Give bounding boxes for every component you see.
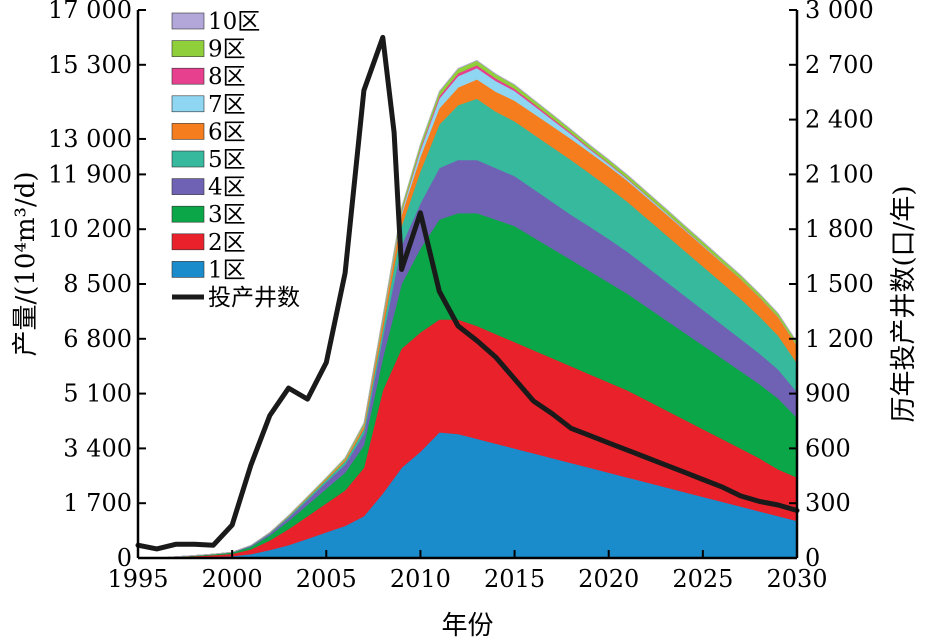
legend-label: 5区 — [208, 147, 246, 173]
legend-label: 4区 — [208, 175, 246, 201]
x-tick-label: 2025 — [672, 565, 733, 593]
y-tick-label-left: 3 400 — [63, 434, 132, 462]
legend-swatch — [171, 40, 205, 57]
y-tick-label-left: 15 300 — [48, 51, 132, 79]
y-tick-label-right: 1 800 — [805, 215, 874, 243]
legend-label: 7区 — [208, 92, 246, 118]
legend-label: 1区 — [208, 257, 246, 283]
legend-swatch — [171, 67, 205, 85]
y-tick-label-left: 17 000 — [48, 0, 132, 24]
legend-label: 9区 — [208, 37, 246, 63]
y-tick-label-right: 900 — [805, 380, 851, 408]
y-tick-label-left: 11 900 — [48, 160, 132, 188]
legend-label-line: 投产井数 — [208, 285, 300, 311]
x-tick-label: 2010 — [390, 565, 451, 593]
y-tick-label-right: 1 200 — [805, 325, 874, 353]
legend-swatch — [171, 205, 205, 223]
legend-swatch — [171, 261, 205, 278]
legend-label: 10区 — [208, 9, 260, 35]
y-tick-label-left: 1 700 — [63, 489, 132, 517]
well-count-line — [135, 34, 800, 552]
y-tick-label-right: 0 — [805, 544, 820, 572]
well-count-line-layer — [135, 34, 800, 552]
y-tick-label-right: 600 — [805, 434, 851, 462]
x-tick-label: 2000 — [202, 565, 263, 593]
legend-label: 8区 — [208, 64, 246, 90]
y-tick-label-right: 2 100 — [805, 160, 874, 188]
y-tick-label-left: 8 500 — [63, 270, 132, 298]
x-tick-label: 2005 — [296, 565, 357, 593]
legend-swatch — [171, 12, 205, 30]
x-tick-label: 2030 — [766, 565, 827, 593]
legend-label: 6区 — [208, 119, 246, 145]
y-tick-label-right: 2 400 — [805, 106, 874, 134]
y-tick-label-right: 3 000 — [805, 0, 874, 24]
legend-swatch — [171, 123, 205, 140]
y-tick-label-left: 5 100 — [63, 380, 132, 408]
y-tick-label-left: 13 000 — [48, 125, 132, 153]
y-tick-label-right: 1 500 — [805, 270, 874, 298]
y-tick-label-left: 6 800 — [63, 325, 132, 353]
legend-swatch — [171, 95, 205, 113]
legend-swatch — [171, 150, 205, 168]
x-tick-label: 2015 — [484, 565, 545, 593]
y-tick-label-right: 2 700 — [805, 51, 874, 79]
y-axis-title-right: 历年投产井数(口/年) — [889, 185, 919, 422]
y-tick-label-left: 0 — [117, 544, 132, 572]
y-tick-label-right: 300 — [805, 489, 851, 517]
x-axis-title: 年份 — [441, 611, 493, 640]
y-tick-label-left: 10 200 — [48, 215, 132, 243]
axes: 0 1 700 3 400 5 100 6 800 8 500 10 200 11 900 13… — [48, 0, 874, 593]
y-axis-title-left: 产量/(10⁴m³/d) — [11, 171, 41, 356]
x-tick-label: 1995 — [107, 565, 168, 593]
x-tick-label: 2020 — [578, 565, 639, 593]
legend-swatch — [171, 178, 205, 195]
legend-swatch — [171, 233, 205, 251]
legend-label: 3区 — [208, 202, 246, 228]
legend-label: 2区 — [208, 230, 246, 256]
